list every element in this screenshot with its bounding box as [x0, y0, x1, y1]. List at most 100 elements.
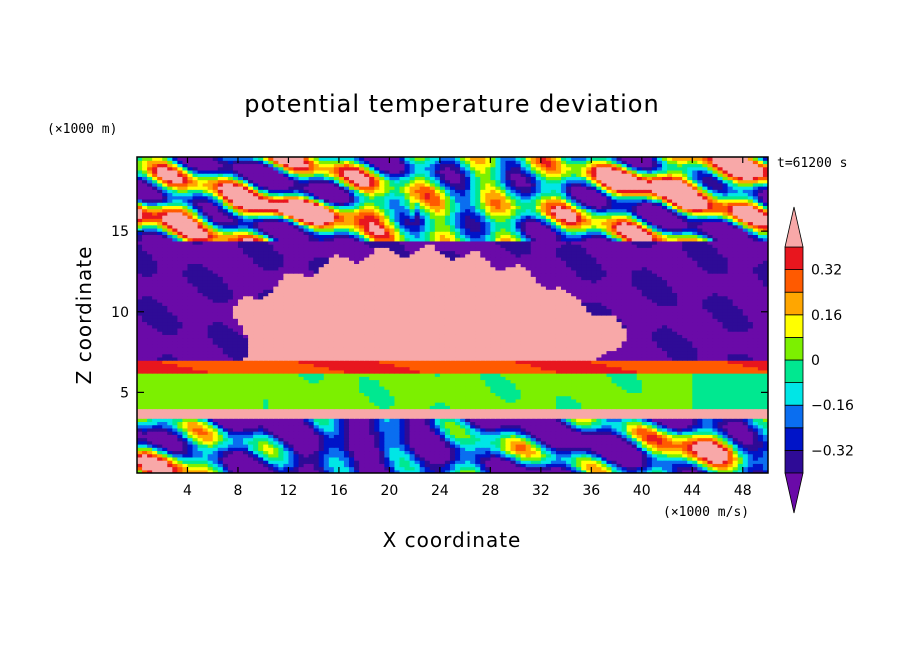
heatmap-cell [147, 395, 153, 400]
heatmap-cell [434, 447, 441, 452]
heatmap-cell [288, 350, 295, 355]
heatmap-cell [369, 363, 375, 368]
heatmap-cell [672, 395, 678, 400]
heatmap-cell [394, 395, 401, 400]
heatmap-cell [217, 463, 224, 468]
heatmap-cell [732, 353, 739, 358]
heatmap-cell [258, 424, 264, 429]
heatmap-cell [661, 431, 668, 435]
heatmap-cell [596, 463, 603, 468]
heatmap-cell [697, 450, 703, 455]
heatmap-cell [268, 408, 274, 413]
heatmap-cell [162, 440, 168, 445]
heatmap-cell [147, 373, 153, 377]
heatmap-cell [596, 466, 603, 471]
heatmap-cell [313, 427, 320, 432]
heatmap-cell [167, 363, 173, 368]
heatmap-cell [747, 379, 754, 384]
heatmap-cell [697, 440, 703, 445]
heatmap-cell [162, 418, 168, 423]
heatmap-cell [278, 369, 284, 374]
heatmap-cell [303, 460, 310, 464]
heatmap-cell [308, 344, 315, 348]
heatmap-cell [343, 347, 350, 352]
heatmap-cell [434, 347, 441, 352]
heatmap-cell [747, 347, 754, 352]
heatmap-cell [591, 411, 597, 416]
heatmap-cell [545, 440, 552, 445]
heatmap-cell [480, 347, 486, 352]
heatmap-cell [672, 369, 678, 374]
heatmap-cell [490, 366, 497, 371]
heatmap-cell [414, 350, 421, 355]
heatmap-cell [384, 431, 390, 435]
heatmap-cell [298, 437, 305, 442]
heatmap-cell [616, 450, 623, 455]
heatmap-cell [142, 353, 148, 358]
heatmap-cell [172, 347, 178, 352]
heatmap-cell [197, 469, 204, 473]
heatmap-cell [702, 437, 709, 442]
heatmap-cell [197, 360, 204, 364]
heatmap-cell [258, 443, 264, 448]
heatmap-cell [232, 402, 239, 406]
heatmap-cell [207, 376, 214, 381]
heatmap-cell [596, 411, 603, 416]
heatmap-cell [338, 431, 345, 435]
heatmap-cell [237, 437, 244, 442]
heatmap-cell [460, 434, 466, 439]
heatmap-cell [752, 411, 759, 416]
heatmap-cell [667, 456, 673, 461]
heatmap-cell [626, 437, 633, 442]
heatmap-cell [576, 402, 582, 406]
heatmap-cell [520, 427, 527, 432]
heatmap-cell [152, 373, 158, 377]
heatmap-cell [142, 385, 148, 390]
heatmap-cell [253, 356, 259, 361]
heatmap-cell [328, 395, 335, 400]
heatmap-cell [682, 392, 688, 397]
heatmap-cell [692, 356, 698, 361]
heatmap-cell [515, 418, 522, 423]
heatmap-cell [722, 437, 729, 442]
heatmap-cell [212, 450, 219, 455]
heatmap-cell [656, 427, 663, 432]
heatmap-cell [444, 353, 451, 358]
heatmap-cell [278, 344, 284, 348]
heatmap-cell [631, 463, 638, 468]
heatmap-cell [752, 466, 759, 471]
heatmap-cell [591, 469, 597, 473]
heatmap-cell [732, 382, 739, 387]
heatmap-cell [253, 398, 259, 403]
heatmap-cell [137, 447, 143, 452]
heatmap-cell [318, 427, 325, 432]
heatmap-cell [682, 408, 688, 413]
heatmap-cell [424, 353, 431, 358]
heatmap-cell [586, 379, 592, 384]
heatmap-cell [475, 344, 481, 348]
heatmap-cell [636, 427, 643, 432]
heatmap-cell [323, 385, 330, 390]
heatmap-cell [197, 376, 204, 381]
heatmap-cell [288, 376, 295, 381]
heatmap-cell [460, 356, 466, 361]
heatmap-cell [379, 424, 385, 429]
heatmap-cell [732, 424, 739, 429]
heatmap-cell [288, 469, 295, 473]
heatmap-cell [227, 382, 234, 387]
heatmap-cell [631, 453, 638, 458]
heatmap-cell [338, 456, 345, 461]
heatmap-cell [278, 402, 284, 406]
heatmap-cell [747, 402, 754, 406]
heatmap-cell [253, 392, 259, 397]
heatmap-cell [555, 434, 562, 439]
heatmap-cell [530, 469, 537, 473]
heatmap-cell [510, 398, 517, 403]
heatmap-cell [576, 376, 582, 381]
heatmap-cell [525, 382, 532, 387]
heatmap-cell [439, 376, 446, 381]
heatmap-cell [651, 344, 658, 348]
heatmap-cell [581, 469, 587, 473]
heatmap-cell [243, 379, 249, 384]
heatmap-cell [369, 408, 375, 413]
